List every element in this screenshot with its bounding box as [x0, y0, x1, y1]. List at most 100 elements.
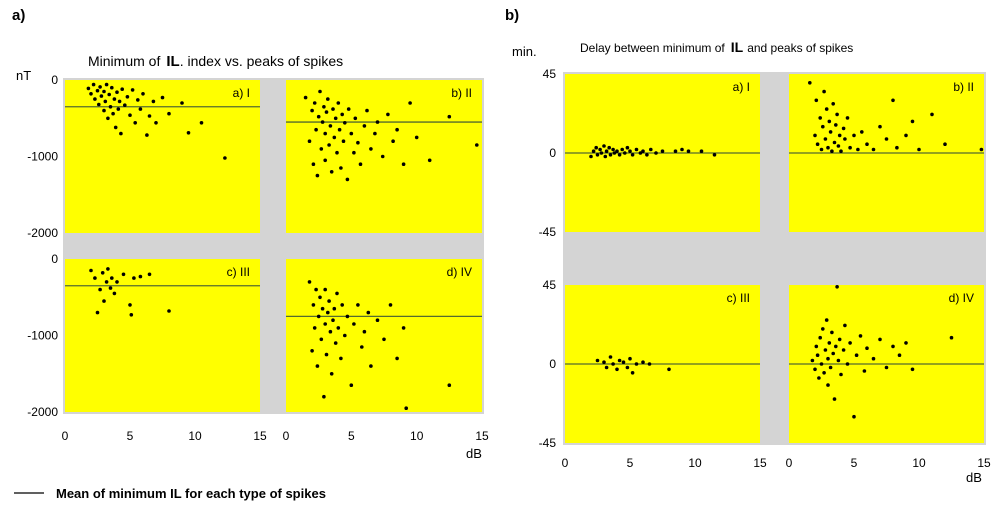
right-panel-4-point [897, 353, 902, 358]
right-panel-2-point [871, 147, 876, 152]
right-panel-1-point [660, 149, 665, 153]
left-panel-4-point [333, 341, 338, 345]
left-panel-2-point [335, 150, 339, 155]
left-panel-3-point [147, 272, 152, 277]
left-panel-2-point [322, 105, 326, 109]
right-panel-2-point [830, 149, 834, 153]
right-panel-4-point [884, 365, 889, 370]
right-y-tick-label: 45 [543, 278, 557, 292]
left-panel-2-point [320, 120, 325, 124]
right-y-tick-label: -45 [539, 436, 557, 450]
left-panel-1-point [141, 92, 145, 96]
left-panel-2-point [401, 162, 406, 166]
right-panel-1-point [598, 147, 602, 152]
left-x-tick-label: 10 [410, 429, 424, 443]
left-panel-3-point [132, 276, 136, 280]
left-panel-4-point [362, 329, 367, 334]
left-panel-1-point [97, 102, 101, 107]
left-panel-1-point [108, 105, 113, 109]
left-panel-2-point [408, 101, 412, 105]
left-panel-2-point [327, 143, 331, 147]
left-panel-2-point [353, 116, 358, 121]
right-y-tick-label: 0 [549, 146, 556, 160]
right-panel-2-point [821, 124, 825, 129]
right-panel-1-point [591, 149, 596, 153]
left-panel-3-point [104, 280, 109, 284]
left-panel-4-point [395, 356, 399, 361]
right-panel-1-point [625, 145, 630, 150]
left-panel-3-point [112, 291, 117, 296]
right-panel-1-label: a) I [733, 80, 750, 94]
left-panel-4-point [336, 326, 341, 330]
right-panel-1-point [595, 153, 600, 157]
left-panel-1-point [180, 101, 184, 105]
right-panel-1-point [699, 149, 704, 153]
left-panel-1-point [125, 95, 130, 99]
left-panel-2-point [331, 107, 335, 111]
left-x-tick-label: 10 [188, 429, 202, 443]
left-panel-2-point [356, 140, 360, 145]
left-panel-2-point [319, 147, 324, 151]
right-panel-2-point [845, 116, 850, 120]
left-panel-1-label: a) I [233, 86, 250, 100]
right-panel-1-point [607, 145, 611, 150]
right-panel-1-point [649, 147, 653, 152]
right-panel-4-point [824, 318, 829, 322]
right-panel-2-label: b) II [953, 80, 974, 94]
left-panel-3-point [102, 299, 106, 303]
right-panel-3-point [630, 371, 635, 375]
left-panel-2-point [343, 121, 347, 125]
right-panel-3-point [608, 355, 613, 359]
right-panel-4-point [836, 358, 841, 363]
left-panel-1-point [167, 111, 171, 116]
left-panel-2-point [349, 131, 354, 136]
left-panel-4-point [366, 310, 371, 315]
left-panel-2-point [352, 150, 356, 155]
left-panel-4-point [382, 337, 386, 342]
right-panel-1-point [604, 149, 609, 153]
left-panel-2-point [358, 162, 363, 166]
left-panel-1-point [147, 114, 152, 118]
right-panel-1-point [602, 144, 606, 148]
left-panel-4 [286, 259, 482, 412]
left-panel-2-point [391, 139, 395, 143]
right-panel-4-point [823, 348, 828, 352]
left-panel-3-point [100, 271, 105, 275]
right-panel-2-point [824, 107, 829, 111]
left-panel-3-point [93, 276, 97, 280]
right-panel-2-point [843, 137, 847, 141]
left-panel-2-point [375, 120, 380, 124]
right-y-axis-label: min. [512, 44, 537, 59]
right-panel-2-point [891, 98, 895, 103]
right-panel-3-point [647, 362, 652, 366]
right-panel-3-point [595, 358, 600, 363]
right-panel-1-point [589, 154, 593, 159]
left-panel-2-point [346, 107, 351, 111]
right-panel-4-point [854, 353, 859, 358]
left-panel-2-point [324, 110, 329, 114]
right-panel-4-point [904, 341, 908, 345]
right-panel-4-point [834, 344, 838, 349]
left-x-axis-label: dB [466, 446, 482, 461]
right-panel-1-point [645, 153, 649, 157]
left-panel-2-point [311, 162, 316, 166]
right-panel-1-point [673, 149, 678, 153]
left-y-tick-label: 0 [51, 73, 58, 87]
right-panel-2-point [917, 147, 921, 152]
left-panel-4-point [369, 364, 373, 368]
left-panel-4-point [447, 383, 452, 388]
left-panel-1-point [107, 92, 111, 97]
right-panel-4-point [817, 376, 821, 380]
right-panel-2-point [815, 142, 820, 146]
right-panel-4-point [822, 371, 826, 375]
plots-group: a) I b) II c) III d) IV 0 -1000 -2000 0 -1000 -20… [27, 67, 991, 470]
right-panel-1-point [654, 151, 658, 155]
left-panel-4-point [323, 322, 328, 326]
right-panel-4-label: d) IV [949, 291, 974, 305]
left-panel-4-point [349, 383, 354, 388]
left-panel-4-point [318, 295, 322, 300]
right-panel-4-point [949, 335, 954, 340]
right-panel-4-point [821, 327, 825, 331]
right-panel-2-point [819, 147, 824, 152]
